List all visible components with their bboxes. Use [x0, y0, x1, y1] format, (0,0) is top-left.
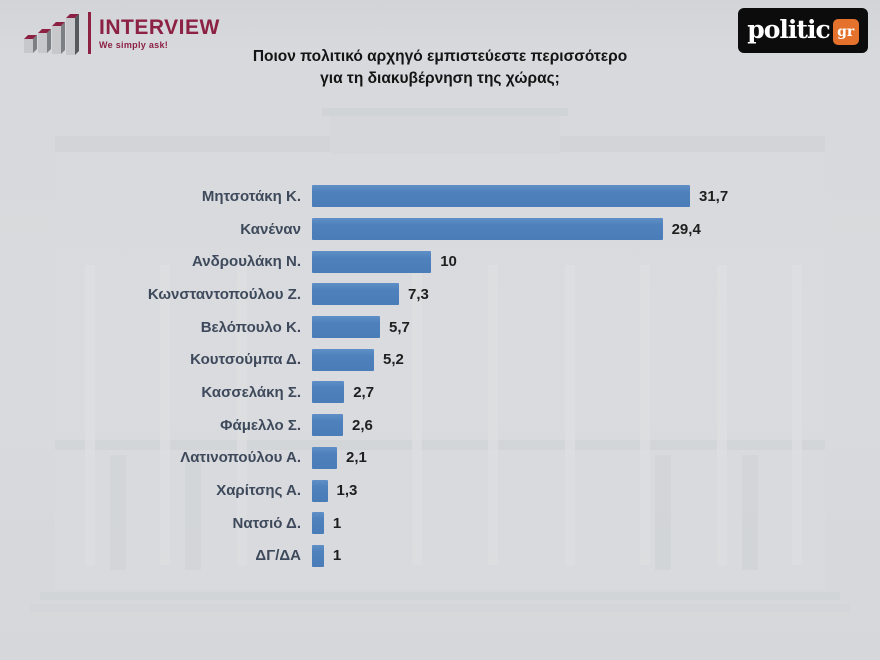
chart-title-line2: για τη διακυβέρνηση της χώρας;: [320, 70, 560, 87]
bar: [312, 544, 324, 567]
bar-row: Χαρίτσης Α. 1,3: [0, 474, 880, 507]
bar-label: Κωνσταντοπούλου Ζ.: [147, 285, 301, 303]
bar-value: 31,7: [699, 187, 729, 205]
interview-logo: INTERVIEW We simply ask!: [22, 8, 220, 58]
ascending-3d-bars-icon: [24, 14, 79, 55]
chart-title: Ποιον πολιτικό αρχηγό εμπιστεύεστε περισ…: [0, 46, 880, 90]
bar-row: Φάμελλο Σ. 2,6: [0, 409, 880, 442]
bar: [312, 446, 337, 469]
bar-row: Κανέναν 29,4: [0, 213, 880, 246]
bar-row: Νατσιό Δ. 1: [0, 507, 880, 540]
politic-brand-text: politic: [747, 14, 830, 44]
bar: [312, 250, 432, 273]
bar-label: ΔΓ/ΔΑ: [255, 547, 301, 565]
bar: [312, 185, 690, 208]
chart-title-line1: Ποιον πολιτικό αρχηγό εμπιστεύεστε περισ…: [252, 48, 628, 65]
bar: [312, 512, 324, 535]
bar-label: Κουτσούμπα Δ.: [190, 351, 301, 369]
bar-label: Νατσιό Δ.: [232, 514, 301, 532]
bar: [312, 381, 345, 404]
bar-value: 2,6: [352, 416, 373, 434]
bar-row: Ανδρουλάκη Ν. 10: [0, 245, 880, 278]
bar-label: Φάμελλο Σ.: [220, 416, 301, 434]
bar-row: Κωνσταντοπούλου Ζ. 7,3: [0, 278, 880, 311]
bar-value: 2,1: [346, 449, 367, 467]
gr-badge: gr: [832, 18, 859, 45]
bar-value: 1: [332, 514, 342, 532]
interview-brand-text: INTERVIEW: [99, 15, 220, 39]
bar-value: 1: [332, 547, 342, 565]
interview-tagline: We simply ask!: [99, 39, 169, 50]
bar-value: 7,3: [408, 285, 429, 303]
bar-label: Κασσελάκη Σ.: [201, 383, 301, 401]
bar-value: 5,2: [383, 351, 404, 369]
bar-label: Μητσοτάκη Κ.: [201, 187, 301, 205]
bar-label: Λατινοπούλου Α.: [180, 449, 301, 467]
bar-row: Κουτσούμπα Δ. 5,2: [0, 343, 880, 376]
bar-value: 29,4: [671, 220, 701, 238]
politic-gr-logo: politic gr: [738, 8, 868, 53]
bar-row: ΔΓ/ΔΑ 1: [0, 540, 880, 573]
bar-chart: Μητσοτάκη Κ. 31,7 Κανέναν 29,4 Ανδρουλάκ…: [0, 180, 880, 572]
bar-row: Κασσελάκη Σ. 2,7: [0, 376, 880, 409]
bar-value: 2,7: [353, 383, 375, 401]
bar-row: Μητσοτάκη Κ. 31,7: [0, 180, 880, 213]
bar: [312, 348, 374, 371]
bar-label: Βελόπουλο Κ.: [200, 318, 301, 336]
bar-row: Βελόπουλο Κ. 5,7: [0, 311, 880, 344]
logo-divider: [88, 12, 91, 54]
bar: [312, 479, 328, 502]
bar-value: 1,3: [336, 482, 358, 500]
bar-value: 10: [440, 253, 457, 271]
bar-label: Χαρίτσης Α.: [216, 482, 301, 500]
bar: [312, 283, 399, 306]
bar-value: 5,7: [389, 318, 410, 336]
bar: [312, 218, 663, 241]
bar: [312, 316, 380, 339]
bar-label: Κανέναν: [240, 220, 301, 238]
bar-row: Λατινοπούλου Α. 2,1: [0, 442, 880, 475]
bar-label: Ανδρουλάκη Ν.: [192, 253, 301, 271]
bar: [312, 414, 343, 437]
